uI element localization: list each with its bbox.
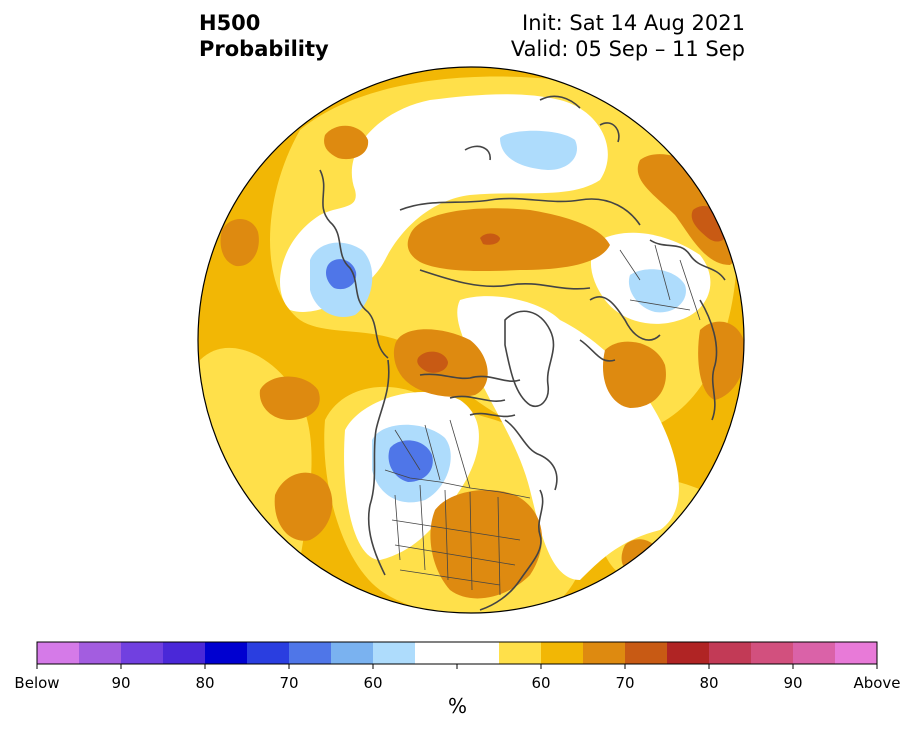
colorbar: Below 90 80 70 60 60 70 80 90 Above: [14, 641, 901, 692]
white-zone-central: [457, 296, 679, 580]
orange-zone-greenland-north: [324, 125, 369, 160]
coastline-canada-archipelago: [419, 373, 521, 418]
border-europe: [619, 244, 701, 321]
probability-map: [197, 66, 745, 614]
valid-range: Valid: 05 Sep – 11 Sep: [510, 37, 745, 61]
colorbar-swatch: [793, 642, 836, 664]
orange-zone-aleutian: [220, 218, 259, 267]
colorbar-unit-label: %: [447, 694, 467, 718]
init-date: Init: Sat 14 Aug 2021: [522, 11, 745, 35]
forecast-dates: Init: Sat 14 Aug 2021 Valid: 05 Sep – 11…: [511, 10, 745, 62]
map-fill: [198, 67, 744, 613]
coastline-scandinavia: [579, 296, 661, 362]
colorbar-swatch: [205, 642, 248, 664]
orange-zone-siberia: [407, 208, 610, 272]
colorbar-swatch: [457, 642, 500, 664]
colorbar-tick-label: Below: [14, 674, 59, 692]
colorbar-tick-label: Above: [853, 674, 900, 692]
colorbar-swatch: [751, 642, 794, 664]
light-blue-zone-siberia-north: [500, 130, 577, 170]
orange-zone-pacific-mid: [259, 376, 320, 420]
orange-zone-iberia: [698, 321, 744, 400]
colorbar-tick-label: 70: [279, 674, 298, 692]
colorbar-tick-label: 90: [111, 674, 130, 692]
colorbar-tick-label: 60: [531, 674, 550, 692]
blue-zone-west-us: [388, 440, 433, 482]
colorbar-swatches: [37, 642, 878, 664]
orange-zone-atlantic: [602, 341, 666, 408]
dark-orange-zone-siberia: [480, 233, 500, 245]
coastline-siberia: [399, 197, 641, 290]
colorbar-swatch: [709, 642, 752, 664]
colorbar-swatch: [415, 642, 458, 664]
colorbar-swatch: [121, 642, 164, 664]
light-blue-zone-scandinavia: [628, 269, 686, 313]
colorbar-swatch: [37, 642, 80, 664]
political-borders: [384, 244, 701, 596]
coastline-hudson-bay: [504, 419, 558, 491]
coastlines: [319, 95, 726, 611]
title-line-1: H500: [199, 11, 261, 35]
colorbar-swatch: [541, 642, 584, 664]
colorbar-tick-label: 80: [699, 674, 718, 692]
border-us-canada: [384, 469, 531, 499]
colorbar-swatch: [499, 642, 542, 664]
colorbar-tick-label: 60: [363, 674, 382, 692]
coastline-arctic-islands: [464, 95, 620, 161]
title-line-2: Probability: [199, 37, 329, 61]
colorbar-tick-label: 90: [783, 674, 802, 692]
colorbar-swatch: [79, 642, 122, 664]
colorbar-swatch: [331, 642, 374, 664]
colorbar-swatch: [373, 642, 416, 664]
colorbar-tick-label: 70: [615, 674, 634, 692]
coastline-north-america-east: [479, 489, 544, 611]
coastline-alaska: [319, 169, 389, 359]
colorbar-swatch: [835, 642, 878, 664]
orange-zone-pacific-south: [621, 539, 660, 576]
colorbar-swatch: [247, 642, 290, 664]
colorbar-swatch: [163, 642, 206, 664]
colorbar-swatch: [667, 642, 710, 664]
coastline-greenland: [504, 310, 555, 407]
orange-zone-pacific-west: [274, 472, 333, 541]
colorbar-swatch: [583, 642, 626, 664]
colorbar-tick-label: 80: [195, 674, 214, 692]
border-canada-provinces: [394, 419, 471, 489]
coastline-europe: [649, 239, 726, 421]
border-us-states: [391, 484, 521, 596]
chart-title: H500 Probability: [199, 10, 329, 62]
map-boundary: [197, 66, 745, 614]
coastline-north-america-west: [367, 359, 390, 576]
colorbar-ticks: Below 90 80 70 60 60 70 80 90 Above: [14, 664, 901, 692]
dark-orange-zone-beaufort: [417, 351, 448, 373]
orange-zone-northeast-us: [430, 490, 542, 599]
colorbar-swatch: [289, 642, 332, 664]
colorbar-swatch: [625, 642, 668, 664]
